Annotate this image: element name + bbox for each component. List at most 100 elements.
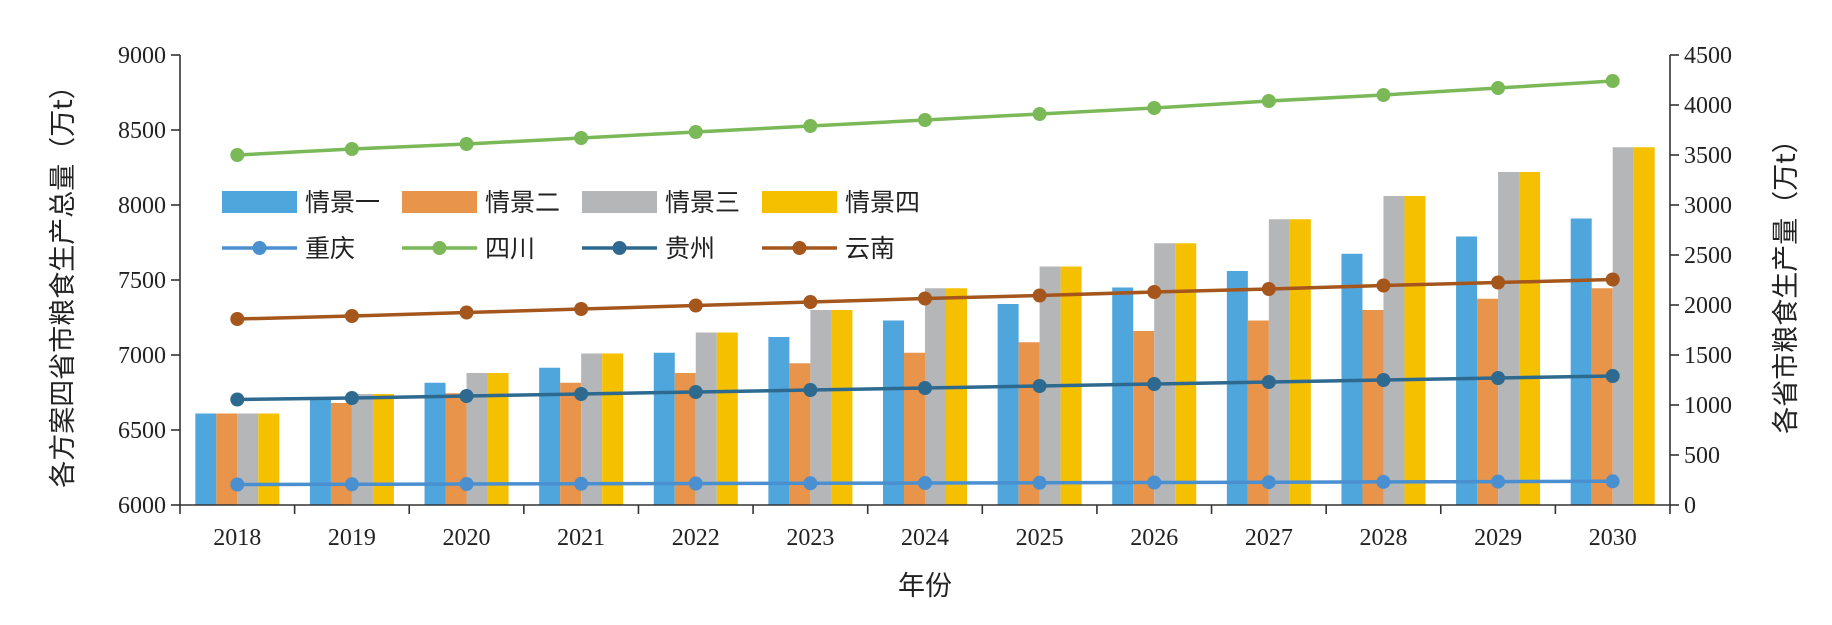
bar (445, 393, 467, 505)
bar (372, 394, 394, 505)
y-right-tick-label: 2500 (1684, 243, 1732, 269)
series-point (1147, 377, 1162, 391)
x-tick-label: 2028 (1359, 525, 1407, 551)
legend-label: 四川 (485, 234, 535, 263)
bar (237, 413, 259, 505)
y-right-tick-label: 4000 (1684, 93, 1732, 119)
y-left-tick-label: 8000 (118, 193, 166, 219)
bar (695, 332, 717, 505)
bar (216, 413, 238, 505)
series-point (1147, 101, 1162, 115)
series-point (1605, 272, 1620, 287)
bar (424, 382, 446, 505)
axes-layer: 6000 6500 7000 7500 8000 8500 9000 0 500 1000 1500… (118, 43, 1732, 551)
series-point (574, 302, 589, 316)
bar (789, 363, 811, 505)
legend-marker (432, 241, 447, 255)
x-tick-label: 2029 (1474, 525, 1522, 551)
series-point (574, 476, 589, 491)
legend-label: 情景四 (845, 188, 920, 217)
series-point (1261, 282, 1276, 296)
series-point (1605, 369, 1620, 383)
y-axis-left-title: 各方案四省市粮食生产总量（万t） (48, 72, 79, 488)
y-right-tick-label: 3000 (1684, 193, 1732, 219)
x-tick-label: 2026 (1130, 525, 1178, 551)
x-tick-label: 2023 (786, 525, 834, 551)
legend-label: 情景三 (665, 188, 740, 217)
y-left-tick-label: 6500 (118, 418, 166, 444)
bar (1247, 320, 1269, 505)
series-point (1376, 474, 1391, 489)
x-tick-label: 2019 (328, 525, 376, 551)
series-point (344, 309, 359, 323)
series-point (344, 391, 359, 405)
bar (1570, 218, 1592, 505)
series-point (1032, 107, 1047, 121)
bar (674, 373, 696, 505)
series-point (918, 291, 932, 306)
legend-swatch (402, 191, 477, 213)
series-point (1261, 94, 1276, 108)
series-point (1491, 81, 1506, 95)
bar (1591, 288, 1613, 505)
series-point (688, 298, 703, 313)
legend-swatch (582, 191, 657, 213)
x-tick-label: 2030 (1589, 525, 1637, 551)
y-right-tick-label: 0 (1684, 493, 1696, 519)
legend-label: 云南 (845, 234, 895, 263)
series-point (1147, 285, 1162, 299)
series-point (1605, 474, 1620, 489)
series-point (230, 392, 245, 407)
series-point (688, 125, 703, 139)
legend-marker (612, 241, 627, 255)
series-point (803, 295, 818, 309)
series-point (918, 381, 932, 395)
series-point (230, 312, 245, 326)
series-point (1376, 278, 1391, 293)
legend-marker (792, 241, 807, 255)
y-right-tick-label: 4500 (1684, 43, 1732, 69)
bar (1633, 147, 1655, 505)
legend-label: 重庆 (305, 234, 355, 263)
bar (1362, 310, 1384, 505)
bar (602, 353, 624, 505)
bar (883, 320, 904, 505)
x-tick-label: 2022 (672, 525, 720, 551)
series-point (1491, 275, 1506, 290)
bar (925, 288, 946, 505)
legend-label: 情景二 (485, 188, 560, 217)
series-point (1032, 475, 1047, 490)
series-point (803, 383, 818, 397)
y-right-tick-label: 1500 (1684, 343, 1732, 369)
bars-layer (195, 147, 1655, 505)
series-point (688, 476, 703, 491)
bar (831, 310, 853, 505)
y-left-tick-label: 6000 (118, 493, 166, 519)
series-point (459, 305, 474, 320)
y-axis-right-title: 各省市粮食生产量（万t） (1771, 126, 1802, 434)
series-point (1376, 88, 1391, 102)
series-point (918, 113, 932, 127)
y-left-tick-label: 8500 (118, 118, 166, 144)
legend-swatch (762, 191, 837, 213)
x-tick-label: 2027 (1245, 525, 1293, 551)
series-point (574, 387, 589, 401)
bar (1175, 243, 1197, 505)
series-point (459, 389, 474, 403)
series-point (574, 131, 589, 145)
legend-label: 情景一 (305, 188, 380, 217)
legend-label: 贵州 (665, 234, 715, 263)
x-tick-label: 2025 (1016, 525, 1064, 551)
series-point (1032, 379, 1047, 393)
bar (1268, 219, 1290, 505)
y-right-tick-label: 2000 (1684, 293, 1732, 319)
series-point (459, 137, 474, 151)
bar (1289, 219, 1311, 505)
legend-swatch (222, 191, 297, 213)
bar (351, 394, 373, 505)
lines-layer (230, 74, 1620, 492)
x-tick-label: 2021 (557, 525, 605, 551)
bar (1477, 298, 1499, 505)
y-left-tick-label: 9000 (118, 43, 166, 69)
